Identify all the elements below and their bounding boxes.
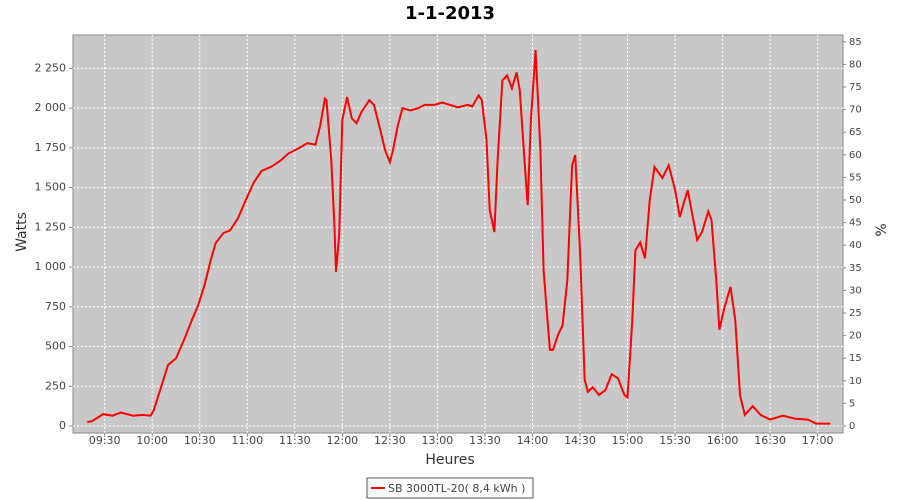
y2-tick-label: 45 bbox=[849, 218, 862, 229]
legend-label: SB 3000TL-20( 8,4 kWh ) bbox=[388, 482, 525, 495]
y-tick-label: 1 750 bbox=[35, 141, 67, 154]
x-tick-label: 13:00 bbox=[422, 434, 454, 447]
x-tick-label: 14:00 bbox=[517, 434, 549, 447]
x-tick-label: 10:00 bbox=[136, 434, 168, 447]
x-tick-label: 10:30 bbox=[184, 434, 216, 447]
legend bbox=[366, 477, 534, 499]
y2-tick-label: 15 bbox=[849, 353, 862, 364]
series-line bbox=[87, 50, 831, 425]
y2-axis-title: % bbox=[874, 223, 890, 236]
y-tick-label: 0 bbox=[59, 419, 66, 432]
y-axis-title: Watts bbox=[14, 212, 30, 252]
y2-tick-label: 50 bbox=[849, 195, 862, 206]
y2-tick-label: 85 bbox=[849, 37, 862, 48]
y-tick-label: 1 250 bbox=[35, 220, 67, 233]
x-tick-label: 13:30 bbox=[469, 434, 501, 447]
y-tick-label: 1 000 bbox=[35, 260, 67, 273]
y-tick-label: 2 250 bbox=[35, 61, 67, 74]
y2-tick-label: 20 bbox=[849, 331, 862, 342]
y-tick-label: 500 bbox=[45, 340, 66, 353]
y2-tick-label: 60 bbox=[849, 150, 862, 161]
x-tick-label: 15:30 bbox=[659, 434, 691, 447]
x-tick-label: 17:00 bbox=[802, 434, 834, 447]
x-tick-label: 09:30 bbox=[89, 434, 121, 447]
y2-tick-label: 80 bbox=[849, 59, 862, 70]
y2-tick-label: 70 bbox=[849, 105, 862, 116]
x-tick-label: 14:30 bbox=[564, 434, 596, 447]
y-tick-label: 2 000 bbox=[35, 101, 67, 114]
y2-tick-label: 75 bbox=[849, 82, 862, 93]
x-tick-label: 16:30 bbox=[754, 434, 786, 447]
chart-title: 1-1-2013 bbox=[405, 3, 495, 24]
x-tick-label: 16:00 bbox=[707, 434, 739, 447]
y2-tick-label: 25 bbox=[849, 308, 862, 319]
y2-tick-label: 0 bbox=[849, 421, 855, 432]
y2-tick-label: 35 bbox=[849, 263, 862, 274]
x-tick-label: 12:00 bbox=[326, 434, 358, 447]
y2-tick-label: 65 bbox=[849, 127, 862, 138]
y-tick-label: 250 bbox=[45, 379, 66, 392]
x-tick-label: 11:30 bbox=[279, 434, 311, 447]
plot-area bbox=[72, 34, 844, 434]
x-tick-label: 12:30 bbox=[374, 434, 406, 447]
y2-tick-label: 40 bbox=[849, 240, 862, 251]
x-tick-label: 11:00 bbox=[231, 434, 263, 447]
y2-tick-label: 55 bbox=[849, 172, 862, 183]
y-tick-label: 750 bbox=[45, 300, 66, 313]
x-axis-title: Heures bbox=[425, 452, 474, 468]
y2-tick-label: 5 bbox=[849, 398, 855, 409]
x-tick-label: 15:00 bbox=[612, 434, 644, 447]
y2-tick-label: 10 bbox=[849, 376, 862, 387]
y2-tick-label: 30 bbox=[849, 285, 862, 296]
y-tick-label: 1 500 bbox=[35, 181, 67, 194]
